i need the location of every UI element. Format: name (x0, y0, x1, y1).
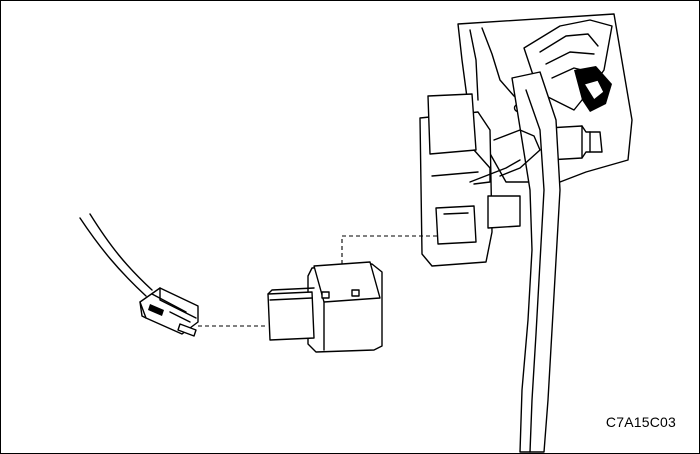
switch-connector-icon (267, 261, 383, 353)
pedal-bracket-icon (419, 13, 633, 453)
wiring-harness-connector-icon (79, 213, 199, 337)
alignment-line-switch (341, 235, 440, 264)
figure-code: C7A15C03 (605, 414, 676, 430)
